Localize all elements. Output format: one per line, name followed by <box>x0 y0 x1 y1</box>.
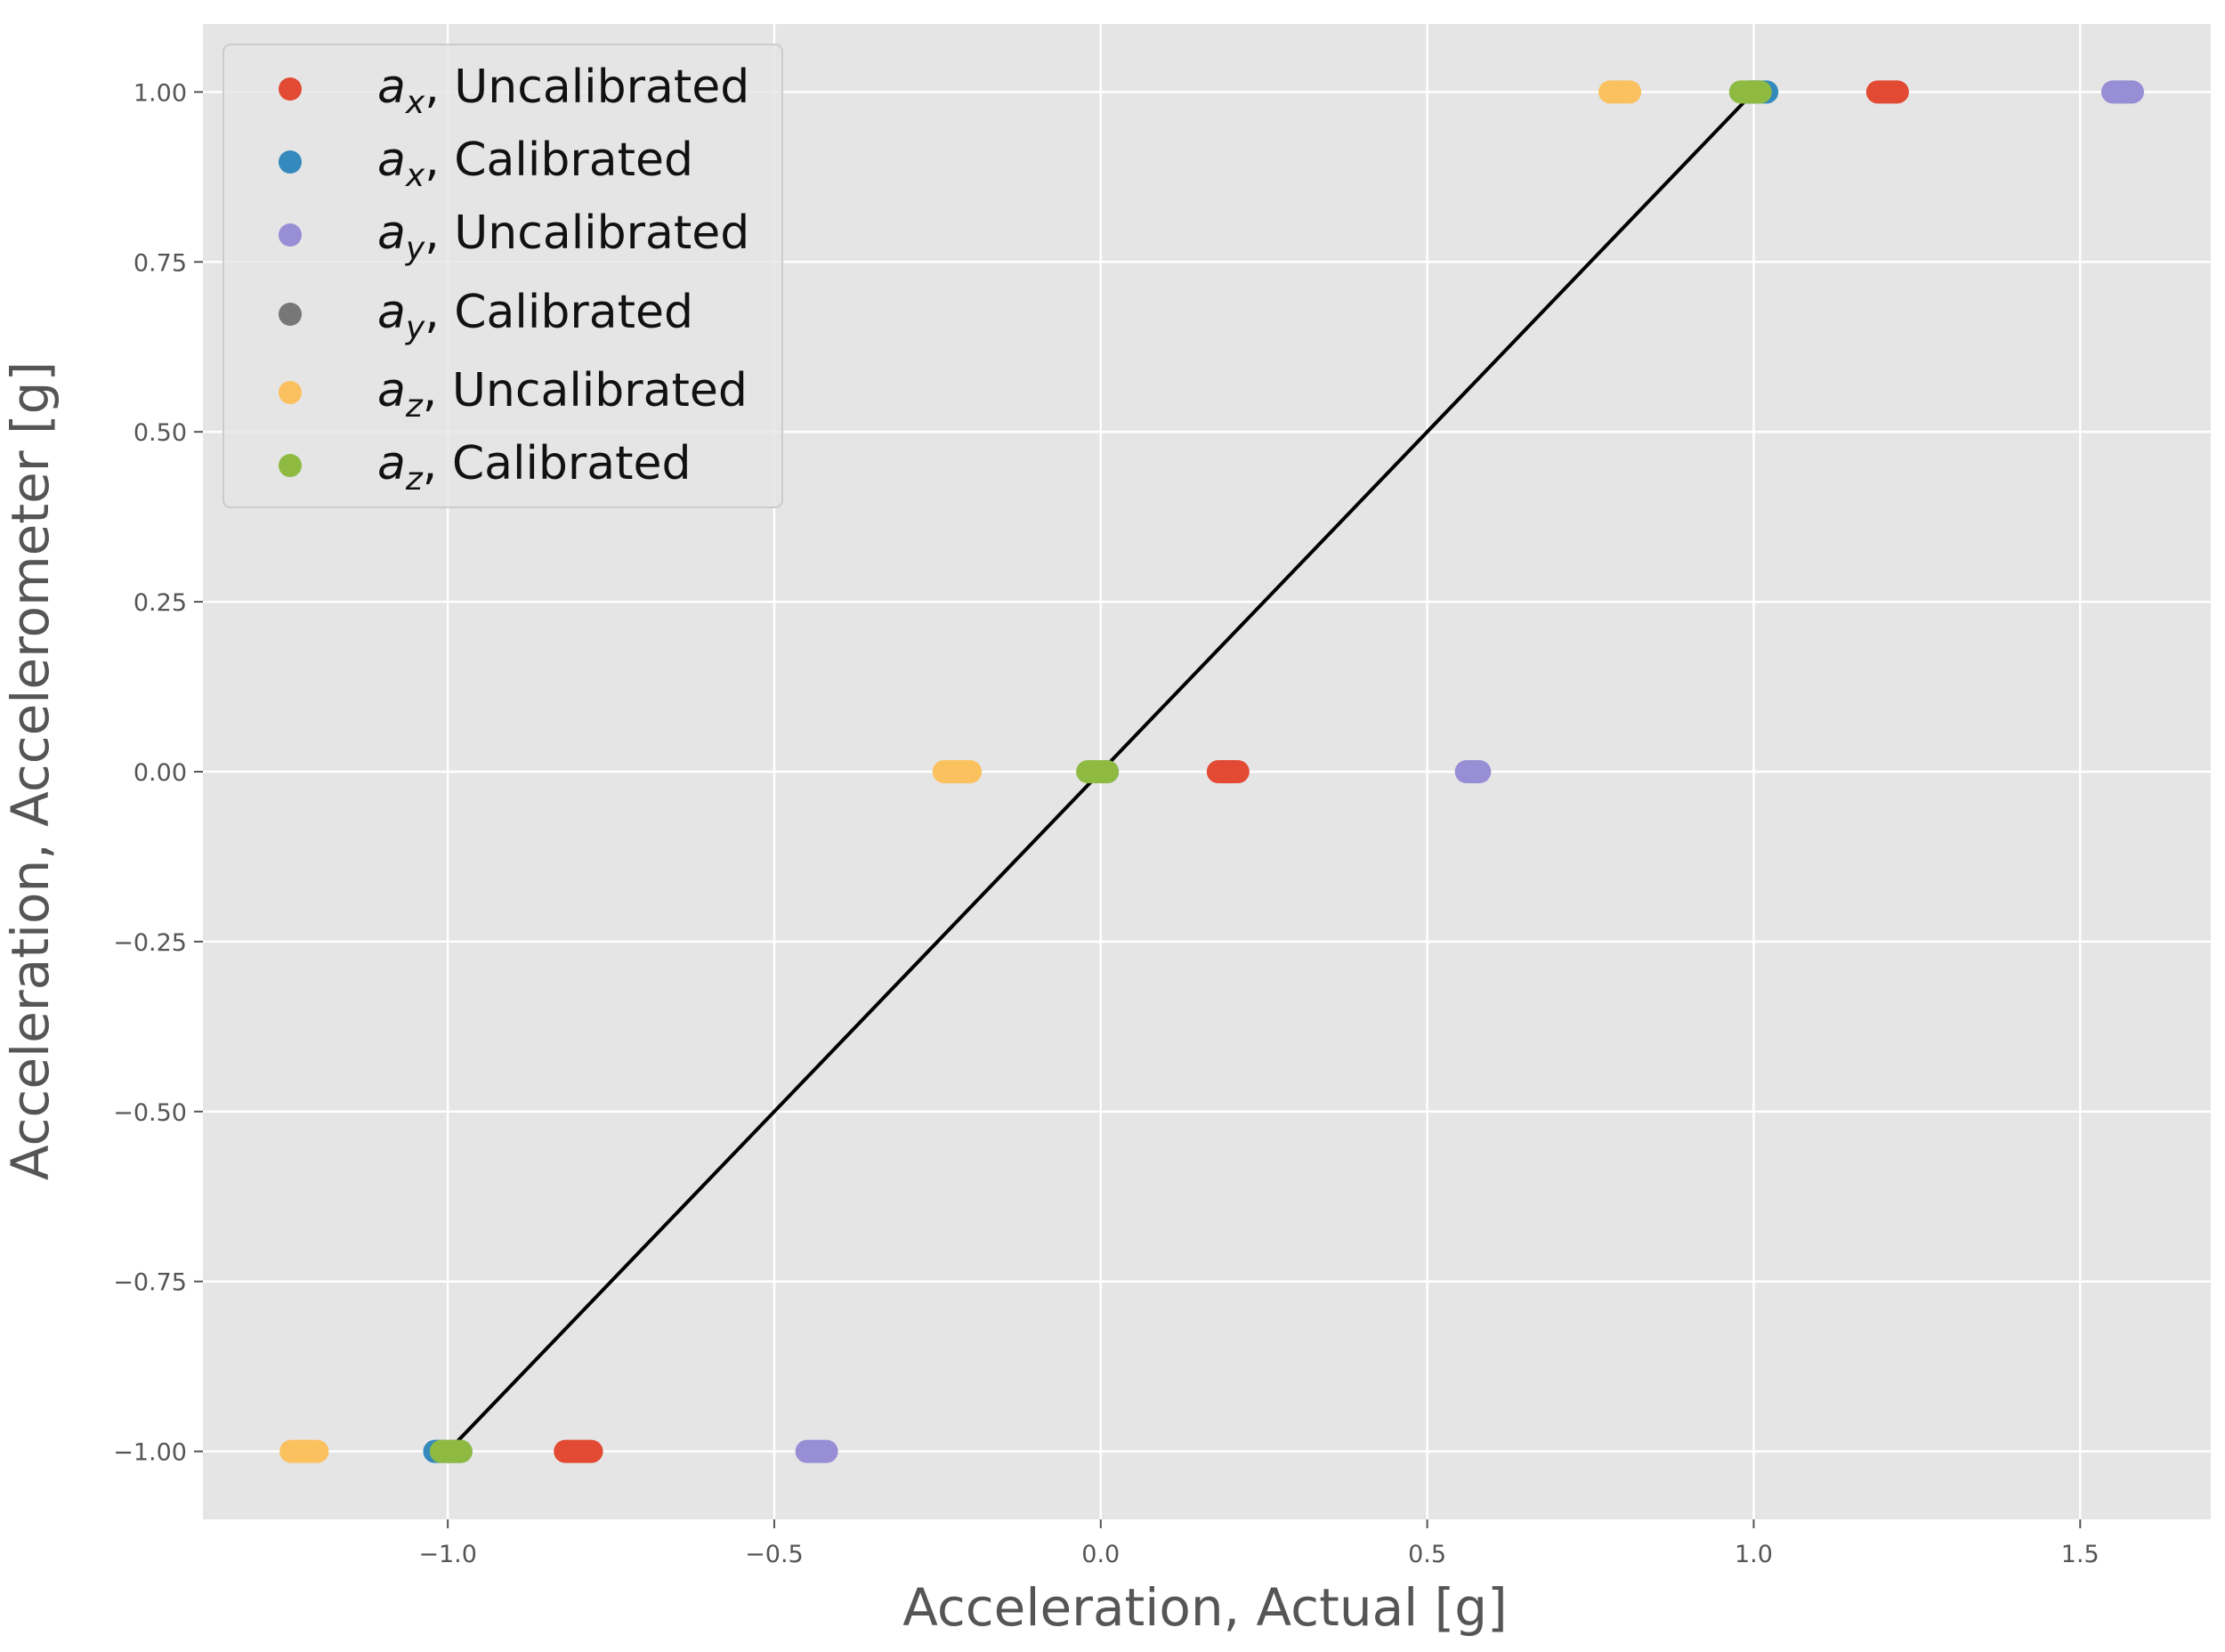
legend-marker <box>279 381 302 404</box>
legend-label-main: a <box>377 134 406 187</box>
legend-label-main: a <box>377 437 406 490</box>
data-point-cluster <box>1598 80 1642 104</box>
data-points <box>279 80 2144 1463</box>
legend-label-suffix: , Uncalibrated <box>423 364 748 417</box>
data-point-cluster <box>795 1439 838 1463</box>
x-tick-label: 0.5 <box>1408 1541 1446 1568</box>
y-tick-label: −1.00 <box>113 1439 187 1467</box>
legend-label-subscript: y <box>405 231 425 267</box>
data-point-cluster <box>2100 80 2144 104</box>
legend-label: az, Calibrated <box>377 437 692 498</box>
x-tick-label: −0.5 <box>745 1541 804 1568</box>
y-tick-label: −0.50 <box>113 1099 187 1127</box>
x-axis-label: Acceleration, Actual [g] <box>902 1577 1508 1638</box>
legend-marker <box>279 223 302 247</box>
y-tick-label: 0.25 <box>134 589 187 617</box>
data-point-cluster <box>279 1439 329 1463</box>
legend-label: az, Uncalibrated <box>377 364 748 425</box>
legend-label-suffix: , Uncalibrated <box>425 206 749 260</box>
y-tick-label: −0.75 <box>113 1269 187 1297</box>
legend-label-subscript: x <box>405 85 425 121</box>
legend-label-suffix: , Uncalibrated <box>425 61 749 114</box>
legend-label-subscript: y <box>405 310 425 346</box>
legend-label-main: a <box>377 61 406 114</box>
data-point-cluster <box>1728 80 1772 104</box>
legend-marker <box>279 454 302 477</box>
legend-label-main: a <box>377 364 406 417</box>
legend-marker <box>279 150 302 174</box>
data-point-cluster <box>1865 80 1909 104</box>
legend-label: ax, Uncalibrated <box>377 61 749 121</box>
data-point-cluster <box>1206 760 1250 783</box>
x-tick-label: 0.0 <box>1081 1541 1120 1568</box>
legend-label-subscript: x <box>405 158 425 194</box>
legend-label: ay, Calibrated <box>377 286 693 346</box>
legend-box <box>222 44 783 508</box>
data-point-cluster <box>429 1439 473 1463</box>
x-tick-label: −1.0 <box>418 1541 477 1568</box>
y-tick-label: −0.25 <box>113 929 187 957</box>
y-tick-label: 0.00 <box>134 759 187 787</box>
legend-label-subscript: z <box>405 388 424 425</box>
legend-label-suffix: , Calibrated <box>425 286 693 339</box>
legend-label: ay, Uncalibrated <box>377 206 749 267</box>
legend-marker <box>279 77 302 101</box>
legend-label-suffix: , Calibrated <box>423 437 692 490</box>
x-axis-ticks: −1.0 −0.5 0.0 0.5 1.0 1.5 <box>418 1519 2100 1568</box>
legend-label-suffix: , Calibrated <box>425 134 693 187</box>
y-tick-label: 0.50 <box>134 419 187 447</box>
y-axis-ticks: 1.00 0.75 0.50 0.25 0.00 −0.25 −0.50 −0.75 −1.00 <box>113 79 203 1467</box>
legend-label-main: a <box>377 286 406 339</box>
y-axis-label: Acceleration, Accelerometer [g] <box>0 361 61 1180</box>
legend-label-subscript: z <box>405 461 424 498</box>
legend-label-main: a <box>377 206 406 260</box>
legend-label: ax, Calibrated <box>377 134 693 194</box>
data-point-cluster <box>1076 760 1120 783</box>
legend-marker <box>279 303 302 326</box>
data-point-cluster <box>1454 760 1492 783</box>
x-tick-label: 1.0 <box>1735 1541 1773 1568</box>
data-point-cluster <box>932 760 983 783</box>
y-tick-label: 0.75 <box>134 249 187 277</box>
data-point-cluster <box>554 1439 603 1463</box>
x-tick-label: 1.5 <box>2061 1541 2100 1568</box>
y-tick-label: 1.00 <box>134 79 187 107</box>
